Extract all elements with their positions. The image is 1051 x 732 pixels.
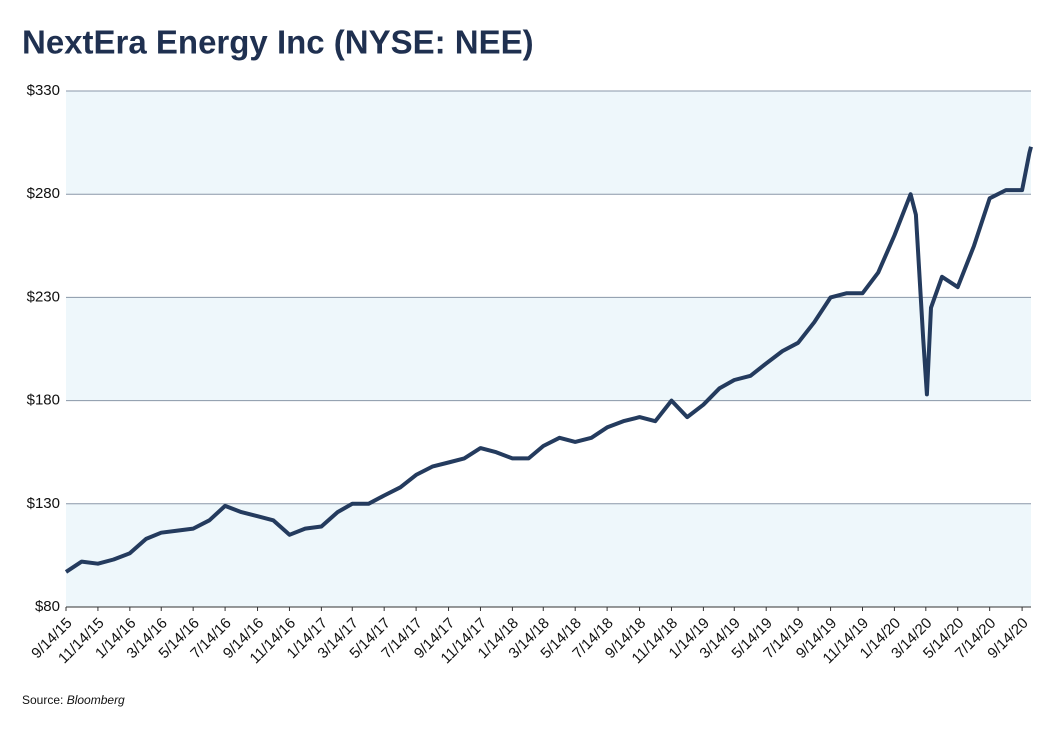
band	[66, 297, 1031, 401]
price-line	[64, 146, 1033, 574]
y-tick-label: $130	[27, 495, 60, 512]
source-note: Source: Bloomberg	[22, 693, 125, 707]
y-tick-label: $330	[27, 82, 60, 99]
source-name: Bloomberg	[67, 693, 125, 707]
y-tick-label: $230	[27, 288, 60, 305]
y-tick-label: $180	[27, 392, 60, 409]
source-label: Source:	[22, 693, 63, 707]
y-tick-label: $80	[35, 598, 60, 615]
band	[66, 91, 1031, 195]
chart-title: NextEra Energy Inc (NYSE: NEE)	[22, 24, 534, 61]
band	[66, 503, 1031, 607]
y-tick-label: $280	[27, 185, 60, 202]
plot-background	[66, 91, 1031, 607]
